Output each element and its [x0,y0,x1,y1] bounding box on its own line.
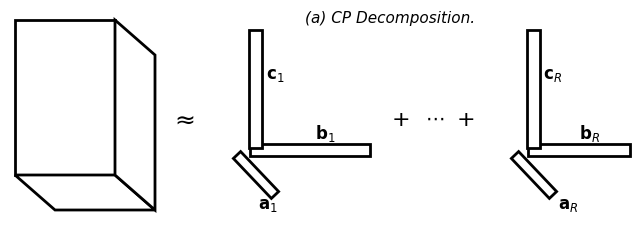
Text: $\approx$: $\approx$ [170,108,196,132]
Polygon shape [511,151,557,198]
Text: $+$: $+$ [391,110,409,130]
Polygon shape [248,30,262,148]
Text: $\mathbf{b}_R$: $\mathbf{b}_R$ [579,122,600,143]
Polygon shape [234,151,278,198]
Text: $\mathbf{c}_R$: $\mathbf{c}_R$ [543,66,563,84]
Polygon shape [250,144,370,156]
Text: $\mathbf{a}_R$: $\mathbf{a}_R$ [558,196,578,214]
Polygon shape [15,175,155,210]
Polygon shape [528,144,630,156]
Text: (a) CP Decomposition.: (a) CP Decomposition. [305,11,475,25]
Text: $\mathbf{c}_1$: $\mathbf{c}_1$ [266,66,284,84]
Text: $\mathbf{a}_1$: $\mathbf{a}_1$ [258,196,278,214]
Polygon shape [115,20,155,210]
Polygon shape [15,20,115,175]
Text: $+$: $+$ [456,110,474,130]
Polygon shape [527,30,540,148]
Text: $\mathbf{b}_1$: $\mathbf{b}_1$ [315,122,335,143]
Text: $\cdots$: $\cdots$ [426,109,445,128]
